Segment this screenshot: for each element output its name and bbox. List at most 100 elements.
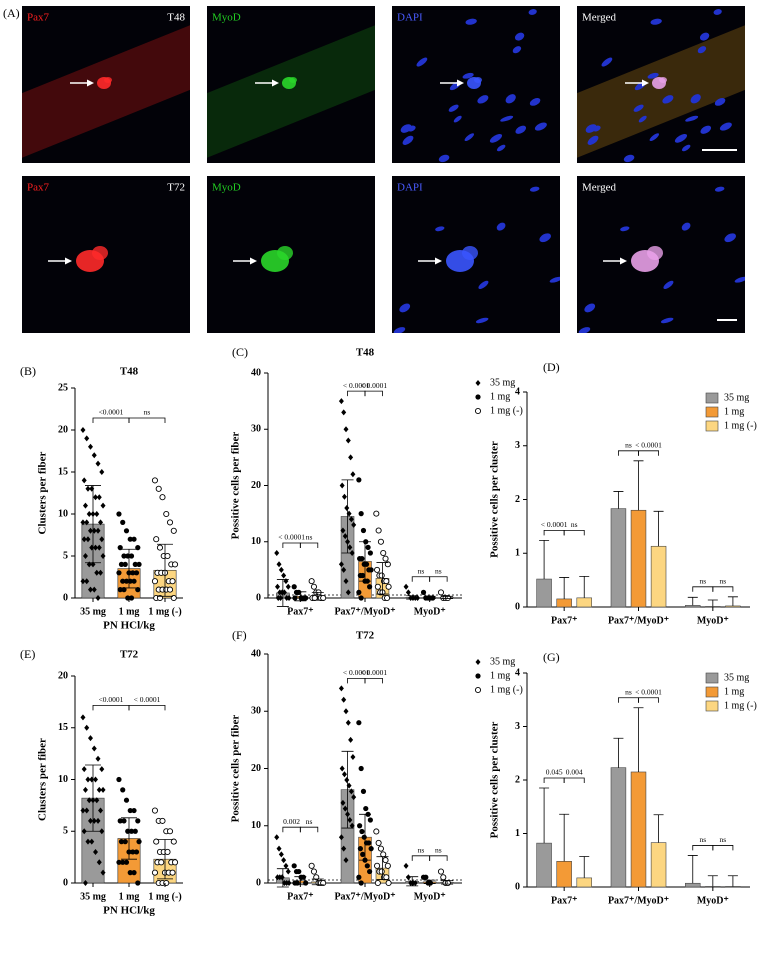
point: [121, 553, 127, 559]
point: [85, 485, 91, 492]
nucleus: [724, 233, 736, 243]
x-tick-label: 1 mg (-): [148, 891, 181, 902]
point: [95, 817, 101, 824]
comparison-label: < 0.0001: [635, 687, 662, 696]
point: [281, 857, 287, 864]
point: [166, 519, 174, 526]
legend-label: 35 mg: [490, 377, 515, 388]
y-tick-label: 20: [251, 763, 261, 774]
legend-label: 1 mg: [490, 391, 510, 402]
point: [81, 766, 87, 773]
point: [300, 874, 307, 880]
point: [100, 786, 106, 793]
y-tick-label: 25: [58, 382, 68, 393]
point: [343, 708, 349, 715]
point: [474, 686, 482, 694]
nucleus: [649, 133, 660, 142]
arrow-head: [457, 79, 464, 87]
nucleus: [528, 9, 537, 15]
comparison-label: < 0.0001: [635, 441, 662, 450]
point: [96, 786, 102, 793]
point: [123, 528, 130, 534]
legend-label: 1 mg: [490, 670, 510, 681]
comparison-label: ns: [720, 577, 727, 586]
point: [98, 519, 104, 526]
point: [341, 493, 347, 500]
point: [278, 566, 284, 573]
nucleus: [496, 144, 506, 152]
point: [383, 874, 390, 881]
arrow-head: [250, 257, 257, 265]
point: [382, 857, 389, 864]
comparison-bracket: [563, 529, 585, 536]
y-tick-label: 30: [251, 706, 261, 717]
point: [171, 859, 179, 866]
point: [135, 880, 141, 886]
point: [384, 594, 391, 602]
error-bar: [687, 596, 698, 606]
point: [344, 776, 350, 783]
point: [276, 561, 282, 568]
error-bar: [359, 813, 371, 861]
point: [359, 828, 365, 835]
nucleus: [496, 222, 506, 231]
nucleus: [697, 46, 707, 54]
error-bar: [613, 737, 624, 768]
point: [136, 561, 142, 568]
point: [159, 817, 166, 824]
comparison-label: <0.0001: [99, 695, 124, 704]
point: [94, 797, 100, 804]
point: [127, 870, 133, 876]
panel-label: (B): [20, 364, 36, 378]
comparison-label: ns: [571, 520, 578, 529]
point: [366, 840, 372, 846]
x-tick-label: MyoD⁺: [697, 615, 729, 626]
x-tick-label: 1 mg: [119, 606, 140, 617]
point: [338, 561, 344, 568]
nucleus: [647, 72, 659, 79]
point: [151, 869, 159, 876]
y-tick-label: 30: [251, 424, 261, 435]
comparison-bracket: [92, 417, 130, 423]
time-label: T48: [167, 12, 185, 24]
point: [151, 578, 159, 585]
comparison-label: < 0.0001: [278, 533, 305, 542]
point: [378, 868, 385, 875]
bar: [705, 886, 721, 888]
point: [338, 398, 344, 405]
point: [81, 536, 87, 543]
nucleus: [464, 133, 475, 142]
point: [375, 527, 382, 534]
point: [86, 511, 92, 517]
nucleus: [660, 317, 674, 324]
comparison-bracket: [618, 697, 639, 703]
error-bar: [121, 548, 137, 589]
point: [159, 494, 166, 501]
point: [403, 583, 409, 590]
point: [133, 570, 140, 576]
point: [276, 845, 282, 852]
point: [339, 765, 345, 772]
nucleus: [514, 32, 525, 41]
nucleus: [700, 125, 712, 134]
comparison-bracket: [429, 576, 448, 582]
nucleus: [719, 122, 732, 131]
comparison-bracket: [364, 677, 383, 684]
comparison-label: ns: [625, 687, 632, 696]
bar: [685, 882, 701, 888]
bar: [610, 767, 627, 888]
point: [310, 583, 318, 590]
cluster: [277, 246, 293, 260]
nucleus: [585, 124, 597, 133]
x-tick-label: 35 mg: [80, 606, 106, 617]
panel-label: (F): [232, 628, 247, 642]
point: [351, 521, 357, 528]
channel-label: Merged: [582, 182, 617, 194]
nucleus: [623, 154, 635, 163]
point: [437, 589, 445, 596]
point: [367, 550, 373, 556]
point: [350, 754, 356, 761]
bar: [685, 605, 701, 608]
point: [358, 765, 364, 772]
